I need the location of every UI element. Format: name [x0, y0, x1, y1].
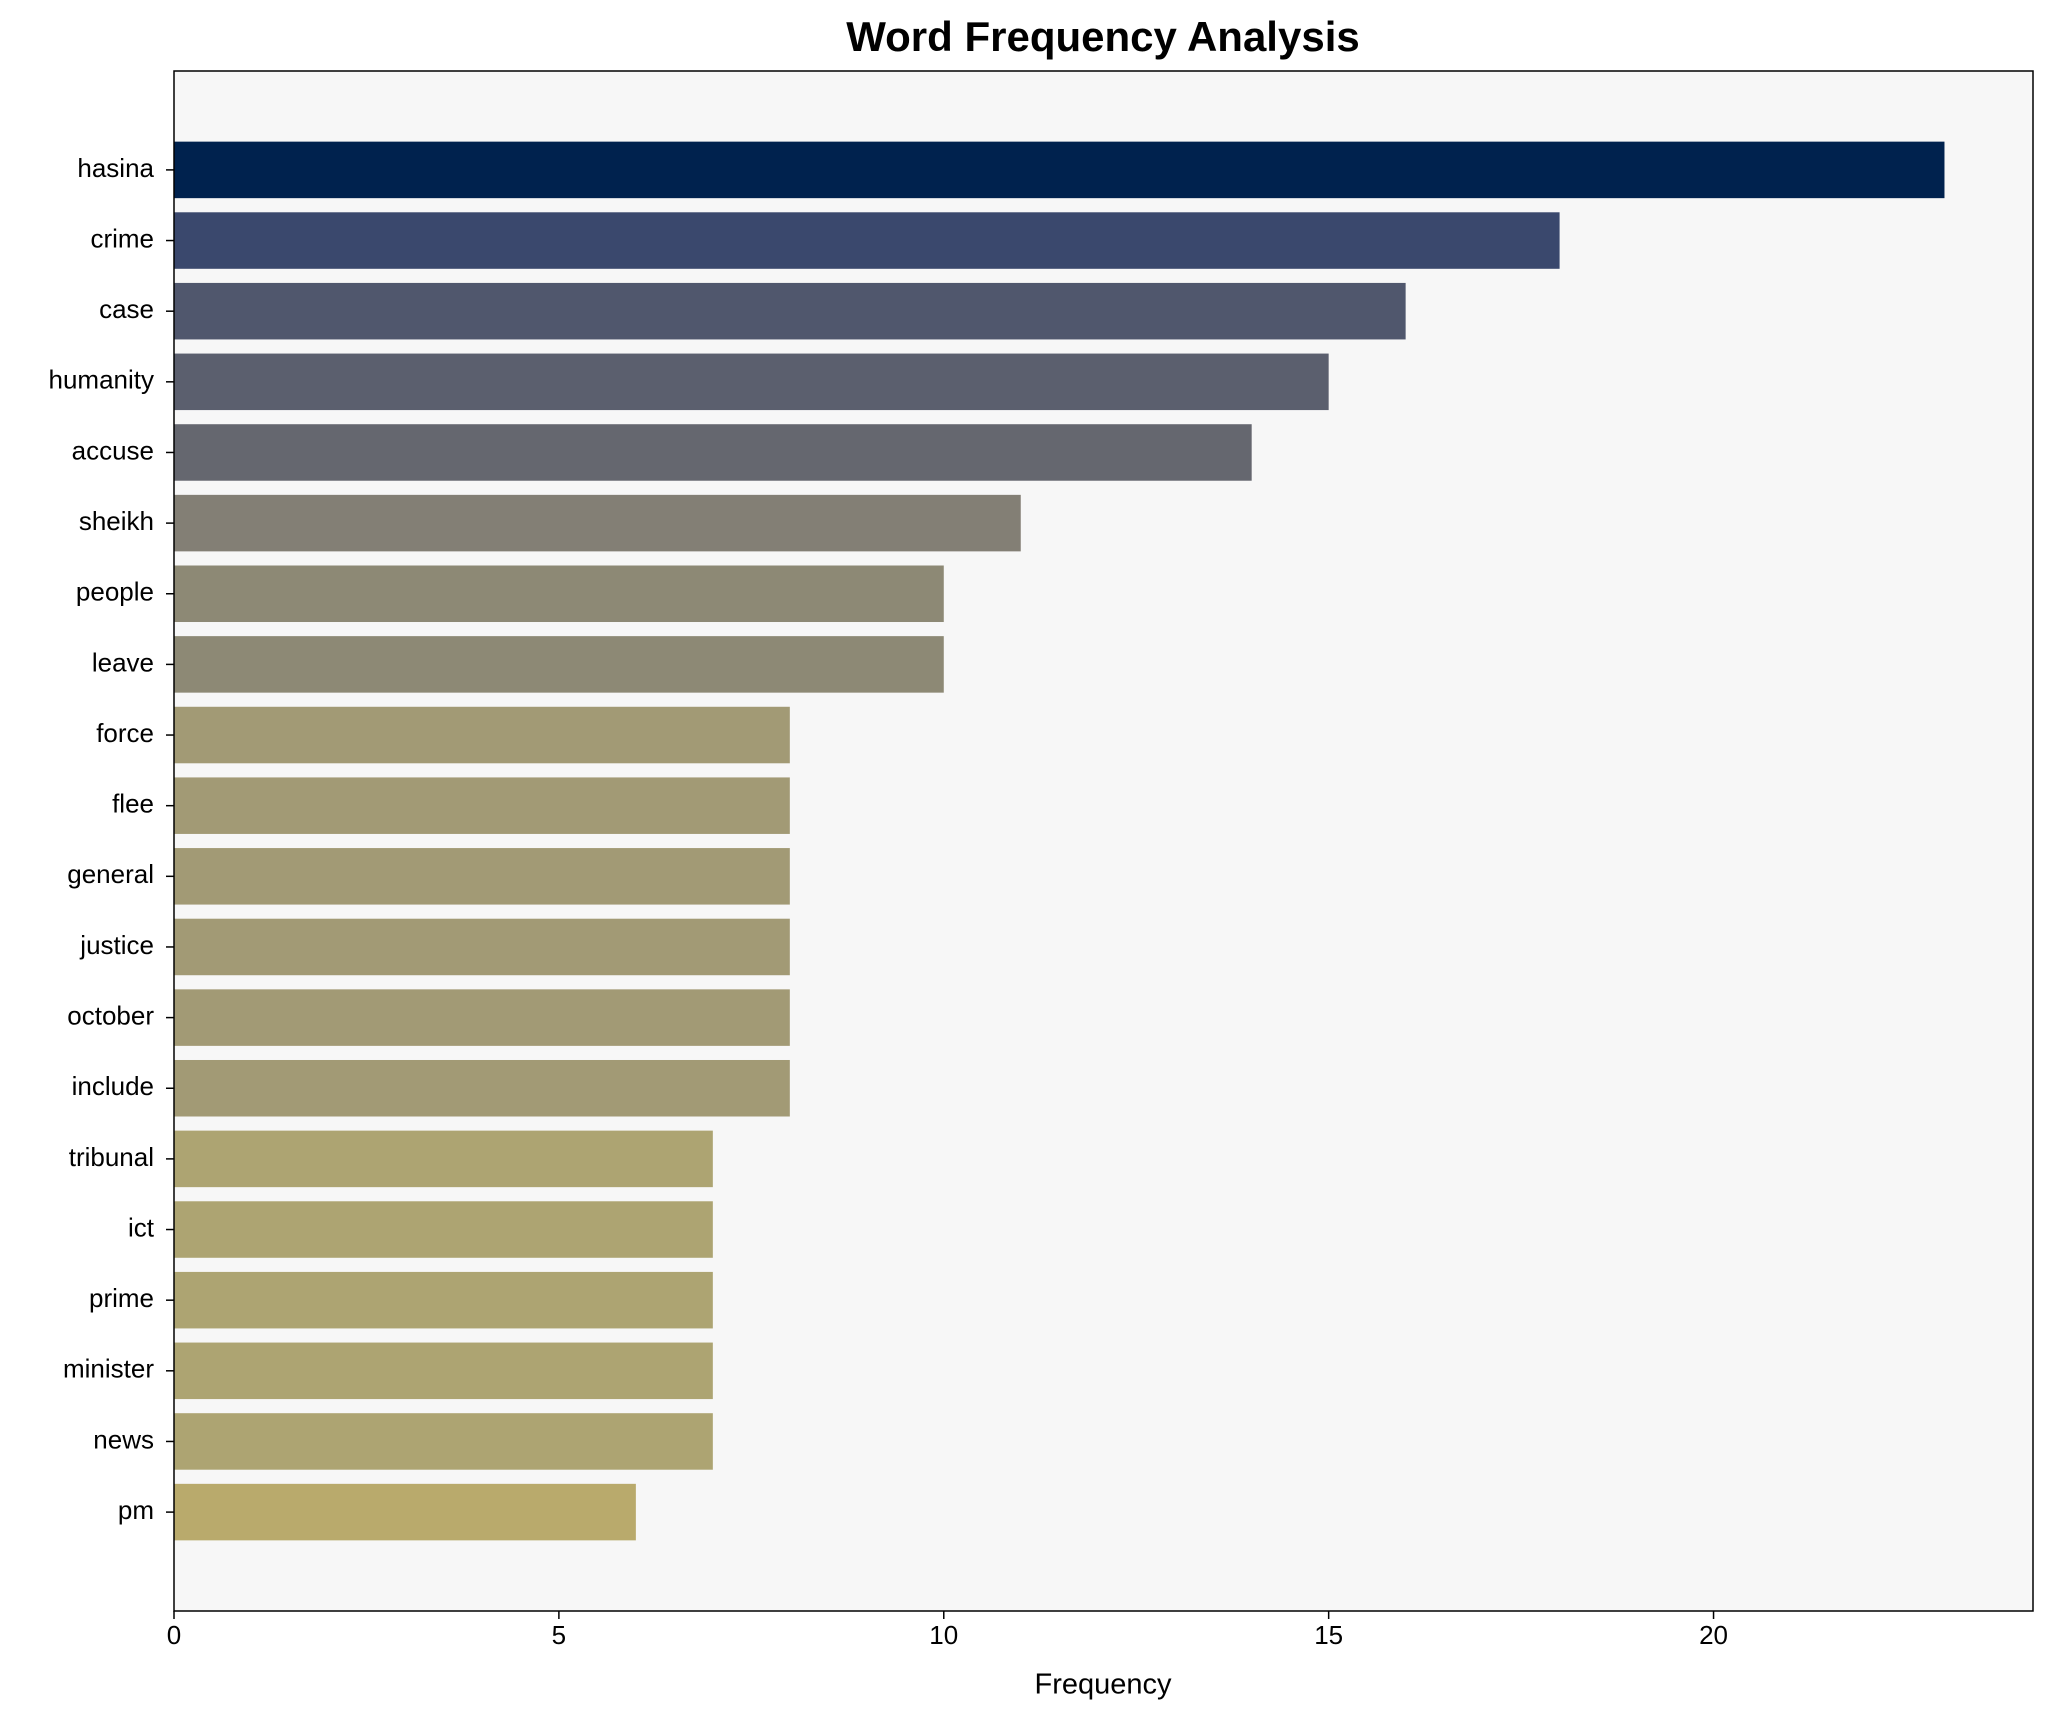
bar — [174, 565, 944, 623]
bar — [174, 918, 790, 976]
bar — [174, 282, 1406, 340]
y-tick-label: news — [93, 1424, 154, 1454]
bar — [174, 1483, 636, 1541]
y-tick-label: people — [76, 577, 154, 607]
y-tick-label: crime — [90, 223, 154, 253]
y-tick-label: hasina — [77, 153, 154, 183]
y-tick-label: include — [72, 1071, 154, 1101]
chart-title: Word Frequency Analysis — [846, 13, 1359, 60]
bar — [174, 706, 790, 764]
bar — [174, 494, 1021, 552]
x-tick-label: 5 — [552, 1620, 566, 1650]
y-tick-label: minister — [63, 1354, 154, 1384]
bar — [174, 424, 1252, 481]
bar — [174, 989, 790, 1046]
y-tick-label: accuse — [72, 435, 154, 465]
bar — [174, 777, 790, 834]
bar — [174, 141, 1945, 199]
x-tick-label: 20 — [1699, 1620, 1728, 1650]
x-axis-label: Frequency — [1034, 1669, 1172, 1701]
y-tick-label: prime — [89, 1283, 154, 1313]
y-tick-label: sheikh — [79, 506, 154, 536]
bar — [174, 1059, 790, 1117]
y-tick-label: pm — [118, 1495, 154, 1525]
y-tick-label: case — [99, 294, 154, 324]
y-tick-label: justice — [79, 930, 154, 960]
bar — [174, 848, 790, 905]
bar — [174, 353, 1329, 411]
y-tick-label: tribunal — [69, 1142, 154, 1172]
y-tick-label: october — [67, 1000, 154, 1030]
y-tick-label: force — [96, 718, 154, 748]
y-tick-label: humanity — [49, 365, 155, 395]
y-tick-label: flee — [112, 789, 154, 819]
bar — [174, 1201, 713, 1258]
bar — [174, 212, 1560, 269]
bar — [174, 1271, 713, 1329]
bar — [174, 1130, 713, 1188]
x-tick-label: 0 — [167, 1620, 181, 1650]
bar — [174, 1413, 713, 1470]
bar — [174, 636, 944, 693]
x-tick-label: 10 — [929, 1620, 958, 1650]
y-tick-label: ict — [128, 1212, 155, 1242]
y-tick-label: leave — [92, 647, 154, 677]
y-tick-label: general — [67, 859, 154, 889]
bar — [174, 1342, 713, 1400]
plot-frame — [173, 70, 2034, 1612]
x-tick-label: 15 — [1314, 1620, 1343, 1650]
